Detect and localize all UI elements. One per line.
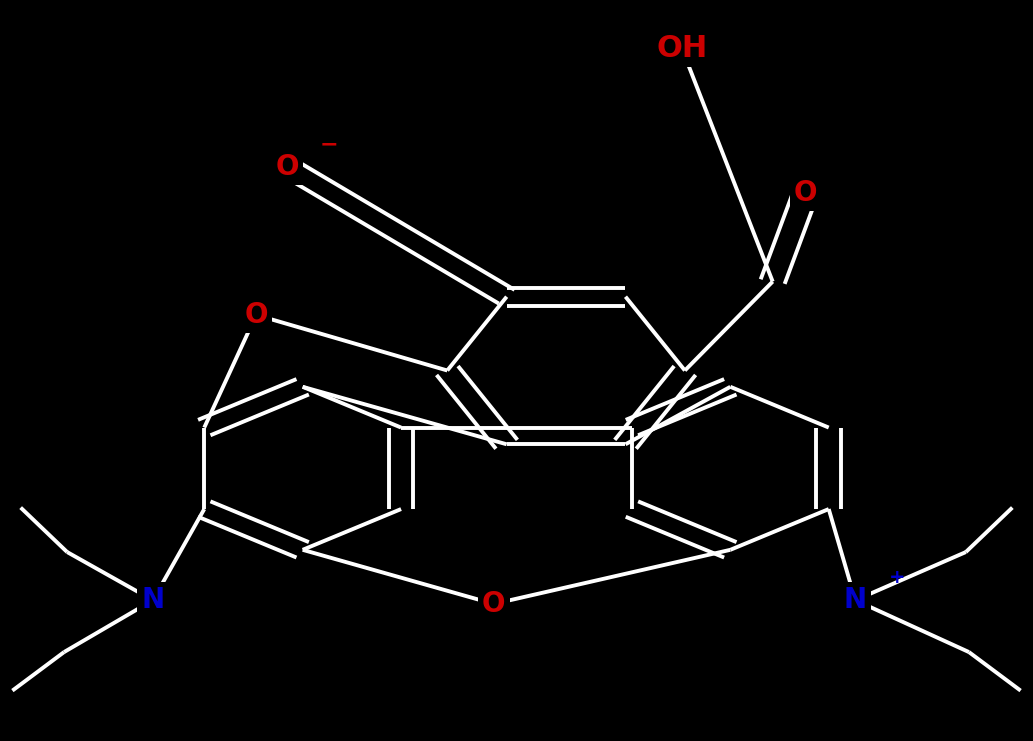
Text: O: O (276, 153, 299, 181)
Text: −: − (319, 135, 338, 154)
Text: O: O (794, 179, 817, 207)
Text: +: + (888, 568, 905, 588)
Text: O: O (482, 590, 505, 618)
Text: OH: OH (656, 33, 708, 63)
Text: O: O (245, 301, 268, 329)
Text: N: N (142, 586, 164, 614)
Text: N: N (844, 586, 867, 614)
